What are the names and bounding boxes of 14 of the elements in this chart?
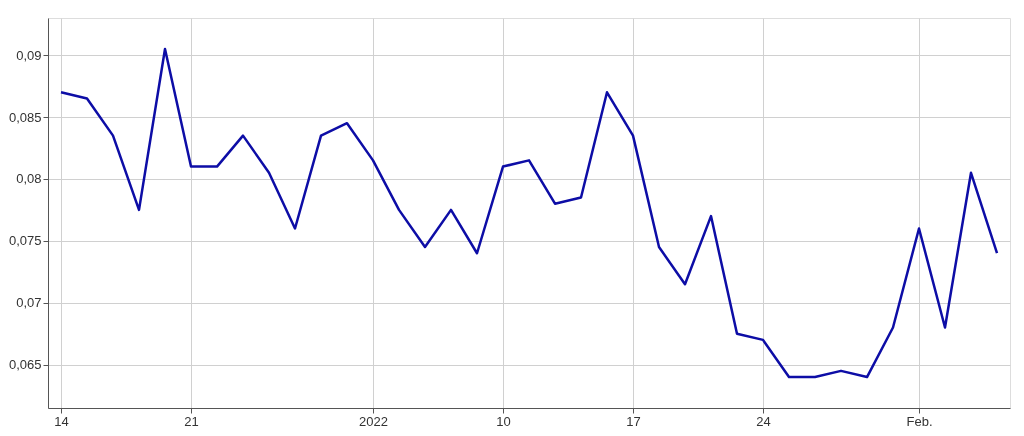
x-tick-label: 17 [626,413,641,429]
x-tick-label: 14 [54,413,69,429]
x-tick-label: 10 [496,413,511,429]
y-tick-label: 0,07 [16,295,42,311]
x-tick-label: Feb. [906,413,933,429]
line-series [59,47,999,379]
y-tick-label: 0,09 [16,47,42,63]
x-tick-label: 2022 [359,413,388,429]
y-tick-label: 0,085 [8,109,42,125]
y-tick-label: 0,075 [8,233,42,249]
y-tick-label: 0,065 [8,357,42,373]
x-tick-label: 24 [756,413,771,429]
x-tick-label: 21 [184,413,199,429]
y-tick-label: 0,08 [16,171,42,187]
